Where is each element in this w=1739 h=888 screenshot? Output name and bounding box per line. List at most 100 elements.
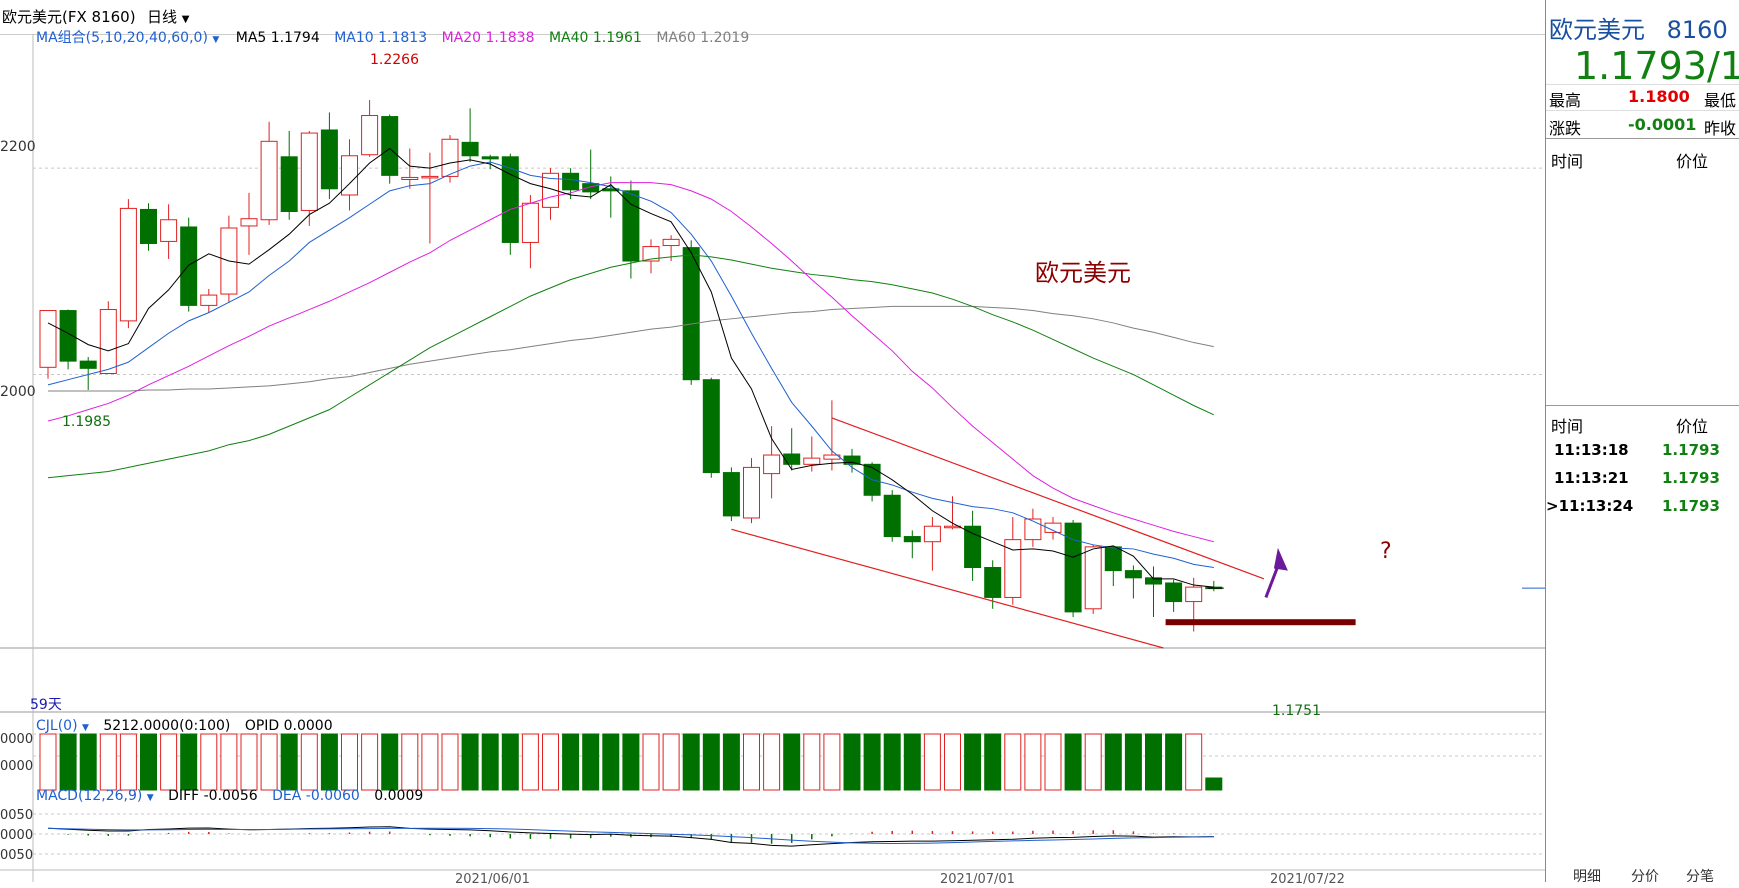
chevron-down-icon[interactable]: ▼ (212, 35, 220, 45)
volume-bar (783, 733, 801, 791)
time-column-header: 时间 (1551, 152, 1584, 171)
volume-bar (180, 733, 198, 791)
chevron-down-icon[interactable]: ▼ (82, 723, 89, 733)
chevron-down-icon[interactable]: ▼ (146, 793, 154, 803)
change-value: -0.0001 (1628, 115, 1697, 134)
candle-body (763, 454, 781, 475)
candle-body (59, 310, 77, 362)
date-axis-label: 2021/06/01 (455, 872, 530, 887)
volume-bar (622, 733, 640, 791)
volume-bar (903, 733, 921, 791)
volume-bar (300, 733, 318, 791)
ma40-label: MA40 1.1961 (548, 30, 642, 46)
volume-bar (863, 733, 881, 791)
candle-body (119, 207, 137, 322)
candle-body (260, 140, 278, 221)
volume-bar (763, 733, 781, 791)
volume-bar (803, 733, 821, 791)
candle-body (1124, 570, 1142, 579)
ma40-line (47, 254, 1215, 479)
tick-time: 11:13:18 (1554, 441, 1629, 459)
volume-legend: CJL(0) ▼ 5212.0000(0:100) OPID 0.0000 (36, 718, 333, 736)
volume-bar (240, 733, 258, 791)
price-column-header: 价位 (1676, 152, 1709, 171)
volume-indicator-label[interactable]: CJL(0) (36, 718, 78, 734)
quote-code: 8160 (1666, 16, 1728, 44)
candle-body (582, 183, 600, 193)
tick-row[interactable]: 11:13:18 (1554, 441, 1629, 459)
chevron-down-icon: ▼ (181, 14, 190, 25)
divider (1546, 138, 1739, 139)
candle-body (562, 172, 580, 191)
price-axis-label: 2000 (0, 384, 36, 400)
candle-body (280, 156, 298, 212)
tab-price-distribution[interactable]: 分价 (1631, 869, 1659, 882)
volume-bar (823, 733, 841, 791)
volume-bar (320, 733, 338, 791)
ma-group-label[interactable]: MA组合(5,10,20,40,60,0) (36, 30, 208, 46)
tick-row[interactable]: 11:13:21 (1554, 469, 1629, 487)
quote-symbol: 欧元美元 (1549, 16, 1645, 44)
high-price-label: 1.2266 (370, 52, 419, 68)
volume-bar (461, 733, 479, 791)
candle-body (140, 208, 157, 244)
candle-body (441, 138, 459, 177)
candle-body (722, 472, 740, 517)
dea-line (47, 827, 1214, 845)
volume-bar (1024, 733, 1042, 791)
candle-body (1004, 539, 1022, 598)
price-axis-label: 2200 (0, 139, 36, 155)
tick-row[interactable]: >11:13:24 (1546, 497, 1633, 515)
chart-canvas[interactable] (0, 34, 1545, 882)
volume-bar (99, 733, 117, 791)
kline-chart[interactable]: MA组合(5,10,20,40,60,0) ▼ MA5 1.1794 MA10 … (0, 30, 1545, 887)
candle-body (843, 455, 861, 465)
volume-bar (984, 733, 1002, 791)
tick-time: 11:13:24 (1558, 497, 1634, 515)
candle-body (662, 238, 680, 247)
candle-body (1145, 577, 1162, 585)
macd-indicator-label[interactable]: MACD(12,26,9) (36, 788, 143, 804)
volume-bar (220, 733, 238, 791)
diff-value: DIFF -0.0056 (168, 788, 258, 804)
candle-body (1064, 522, 1082, 613)
volume-bar (662, 733, 680, 791)
macd-axis-label: 0000 (0, 828, 34, 843)
tab-detail[interactable]: 明细 (1573, 869, 1601, 882)
candle-body (461, 141, 479, 157)
candle-body (903, 536, 921, 543)
volume-bar (260, 733, 278, 791)
chevron-right-icon: > (1546, 497, 1559, 515)
volume-bar (501, 733, 519, 791)
candle-body (1165, 582, 1183, 603)
ma20-line (47, 182, 1214, 543)
candle-body (542, 172, 559, 208)
period-selector[interactable]: 日线 ▼ (147, 6, 190, 27)
volume-bar (441, 733, 459, 791)
candle-body (501, 156, 519, 243)
candle-body (320, 129, 338, 190)
tab-trades[interactable]: 分笔 (1686, 869, 1714, 882)
candle-body (984, 567, 1002, 598)
volume-bar (200, 733, 218, 791)
candle-body (964, 525, 982, 569)
candle-body (381, 116, 399, 176)
volume-bar (421, 733, 439, 791)
candle-body (622, 190, 640, 262)
volume-bar (481, 733, 499, 791)
low-price-label-right: 1.1751 (1272, 703, 1321, 719)
quote-price: 1.1793/1. (1574, 44, 1739, 88)
candle-body (481, 156, 499, 160)
quote-panel: 欧元美元 8160 1.1793/1. 最高 1.1800 最低 涨跌 -0.0… (1545, 0, 1739, 882)
volume-bar (119, 733, 137, 791)
macd-axis-label: 0050 (0, 808, 34, 823)
channel-lower-line (731, 528, 1164, 649)
high-label: 最高 (1549, 91, 1582, 110)
volume-bar (843, 733, 861, 791)
volume-axis-label: 0000 (0, 759, 34, 774)
candle-body (1185, 586, 1203, 603)
candle-body (240, 218, 258, 227)
volume-bar (682, 733, 700, 791)
ma5-line (47, 147, 1214, 588)
ma60-label: MA60 1.2019 (656, 30, 750, 46)
